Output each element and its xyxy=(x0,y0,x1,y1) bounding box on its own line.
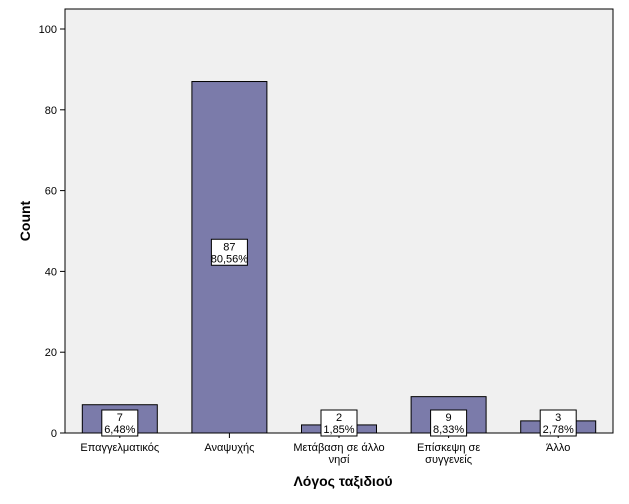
data-label-percent: 1,85% xyxy=(323,424,354,436)
x-tick-label: νησί xyxy=(329,454,350,466)
data-label-percent: 80,56% xyxy=(211,253,249,265)
y-tick-label: 20 xyxy=(45,347,57,359)
x-axis-title: Λόγος ταξιδιού xyxy=(293,473,392,489)
data-label-percent: 2,78% xyxy=(543,424,574,436)
y-tick-label: 0 xyxy=(51,428,57,440)
y-axis-title: Count xyxy=(17,200,33,241)
x-tick-label: Μετάβαση σε άλλο xyxy=(293,442,384,454)
y-tick-label: 40 xyxy=(45,266,57,278)
data-label-background xyxy=(539,409,577,437)
data-label-count: 87 xyxy=(223,241,235,253)
x-tick-label: συγγενείς xyxy=(425,454,472,466)
y-tick-label: 100 xyxy=(39,24,57,36)
x-tick-label: Επαγγελματικός xyxy=(80,442,159,454)
plot-area xyxy=(64,8,614,434)
data-label-count: 2 xyxy=(336,412,342,424)
data-label-background xyxy=(320,409,358,437)
x-tick-label: Επίσκεψη σε xyxy=(417,442,480,454)
x-tick-label: Αναψυχής xyxy=(204,442,254,454)
x-tick-label: Άλλο xyxy=(546,442,570,454)
data-label-percent: 8,33% xyxy=(433,424,464,436)
data-label-box: 32,78% xyxy=(539,409,577,437)
data-label-count: 3 xyxy=(555,412,561,424)
data-label-background xyxy=(430,409,468,437)
data-label-background xyxy=(101,409,139,437)
data-label-percent: 6,48% xyxy=(104,424,135,436)
data-label-count: 7 xyxy=(117,412,123,424)
data-label-box: 98,33% xyxy=(430,409,468,437)
x-axis: Επαγγελματικός Αναψυχής Μετάβαση σε άλλονη… xyxy=(80,433,570,466)
data-label-count: 9 xyxy=(446,412,452,424)
y-tick-label: 80 xyxy=(45,105,57,117)
y-tick-label: 60 xyxy=(45,186,57,198)
y-axis: 0 20 40 60 80 100 xyxy=(39,24,65,440)
data-label-box: 76,48% xyxy=(101,409,139,437)
data-label-background xyxy=(210,238,248,266)
data-label-box: 21,85% xyxy=(320,409,358,437)
